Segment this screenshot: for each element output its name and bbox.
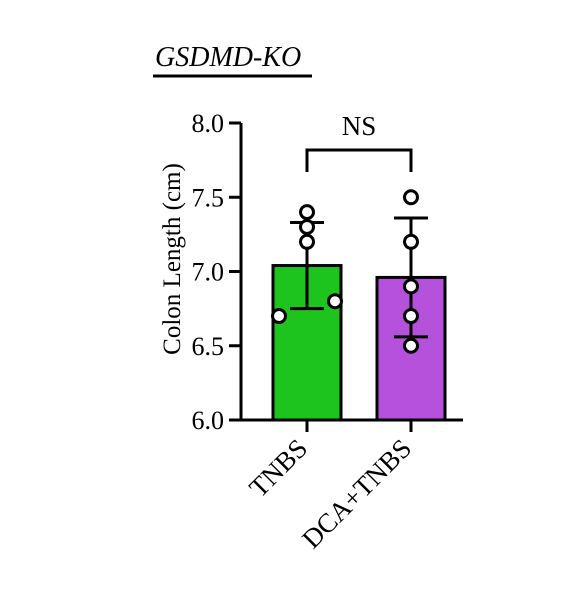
y-tick-label: 6.5: [192, 332, 225, 361]
significance-bracket-line: [305, 148, 413, 172]
data-point: [403, 233, 419, 250]
data-point: [299, 233, 315, 250]
data-point: [327, 293, 343, 310]
data-point: [299, 204, 315, 221]
chart-title: GSDMD-KO: [155, 42, 301, 73]
x-tick-label: DCA+TNBS: [296, 433, 417, 554]
data-point: [403, 278, 419, 295]
x-tick-label: TNBS: [243, 433, 313, 503]
data-point: [403, 337, 419, 354]
data-point: [271, 308, 287, 325]
data-points: [271, 189, 419, 354]
data-point: [403, 308, 419, 325]
axes: 6.0 6.5 7.0 7.5 8.0: [192, 109, 463, 435]
significance-label: NS: [342, 111, 377, 141]
y-tick-label: 7.5: [192, 183, 225, 212]
data-point: [403, 189, 419, 206]
y-tick-label: 8.0: [192, 109, 225, 138]
bars: [271, 264, 447, 422]
y-tick-label: 6.0: [192, 406, 225, 435]
y-axis-label: Colon Length (cm): [159, 163, 186, 355]
significance-bracket: NS: [305, 111, 413, 172]
data-point: [299, 218, 315, 235]
y-tick-label: 7.0: [192, 258, 225, 287]
